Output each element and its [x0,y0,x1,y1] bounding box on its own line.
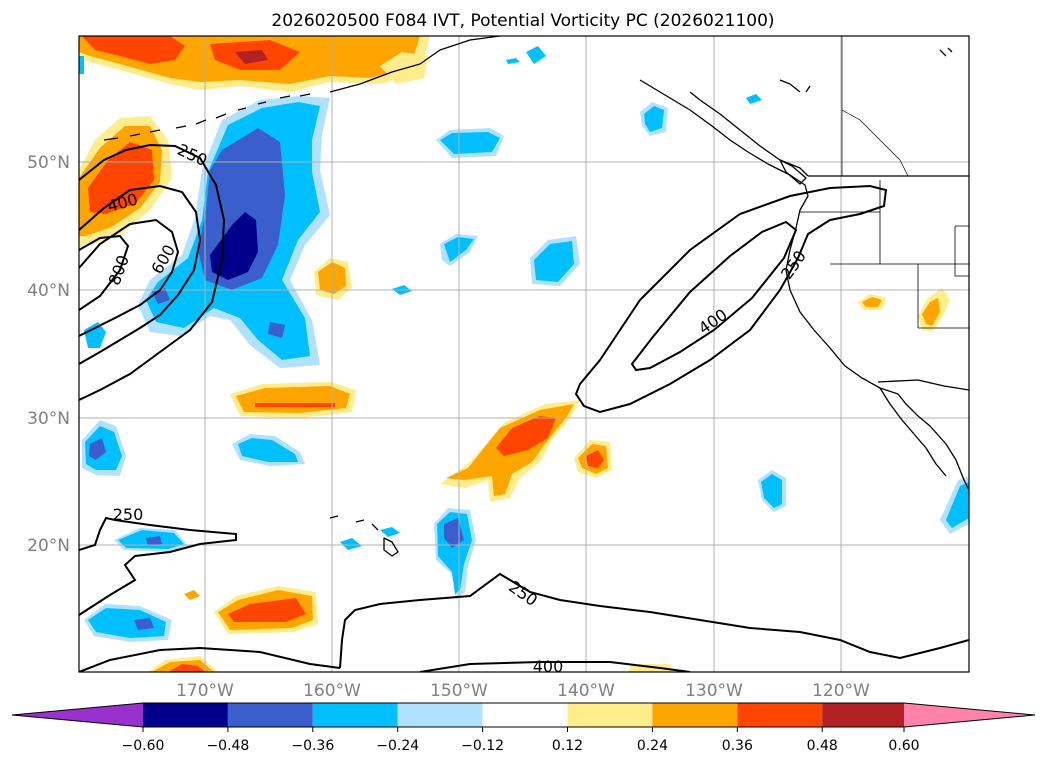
colorbar-segment [228,703,313,727]
lon-label: 140°W [557,681,615,701]
lon-label: 150°W [430,681,488,701]
pv-negative-region [79,56,84,74]
colorbar-segment [398,703,483,727]
map-figure: 2026020500 F084 IVT, Potential Vorticity… [0,0,1047,765]
colorbar-tick-label: 0.36 [722,738,753,754]
contour-label: 250 [113,505,144,524]
lat-label: 50°N [27,153,70,173]
colorbar-extend-low [12,703,143,727]
colorbar: −0.60 −0.48 −0.36 −0.24 −0.12 0.12 0.24 … [12,703,1035,754]
pv-positive-region [255,403,335,407]
lat-label: 30°N [27,409,70,429]
colorbar-segment [652,703,737,727]
lon-label: 170°W [176,681,234,701]
contour-label: 400 [533,657,564,676]
colorbar-segment [143,703,228,727]
colorbar-segment [822,703,904,727]
lon-label: 160°W [303,681,361,701]
colorbar-segment [483,703,568,727]
colorbar-tick-label: −0.48 [206,738,249,754]
colorbar-tick-label: 0.12 [552,738,583,754]
lat-label: 40°N [27,281,70,301]
colorbar-tick-label: −0.36 [291,738,334,754]
lat-label: 20°N [27,536,70,556]
longitude-labels: 170°W 160°W 150°W 140°W 130°W 120°W [176,681,870,701]
colorbar-segment [737,703,822,727]
figure-title: 2026020500 F084 IVT, Potential Vorticity… [271,11,774,31]
lon-label: 120°W [812,681,870,701]
colorbar-extend-high [904,703,1035,727]
colorbar-tick-label: 0.24 [637,738,668,754]
colorbar-ticks [143,727,904,732]
colorbar-tick-label: −0.24 [376,738,419,754]
colorbar-tick-label: 0.48 [807,738,838,754]
colorbar-tick-label: −0.12 [461,738,504,754]
lon-label: 130°W [685,681,743,701]
latitude-labels: 50°N 40°N 30°N 20°N [27,153,70,556]
colorbar-segment [313,703,398,727]
colorbar-segment [568,703,653,727]
colorbar-tick-label: 0.60 [888,738,919,754]
colorbar-tick-label: −0.60 [122,738,165,754]
